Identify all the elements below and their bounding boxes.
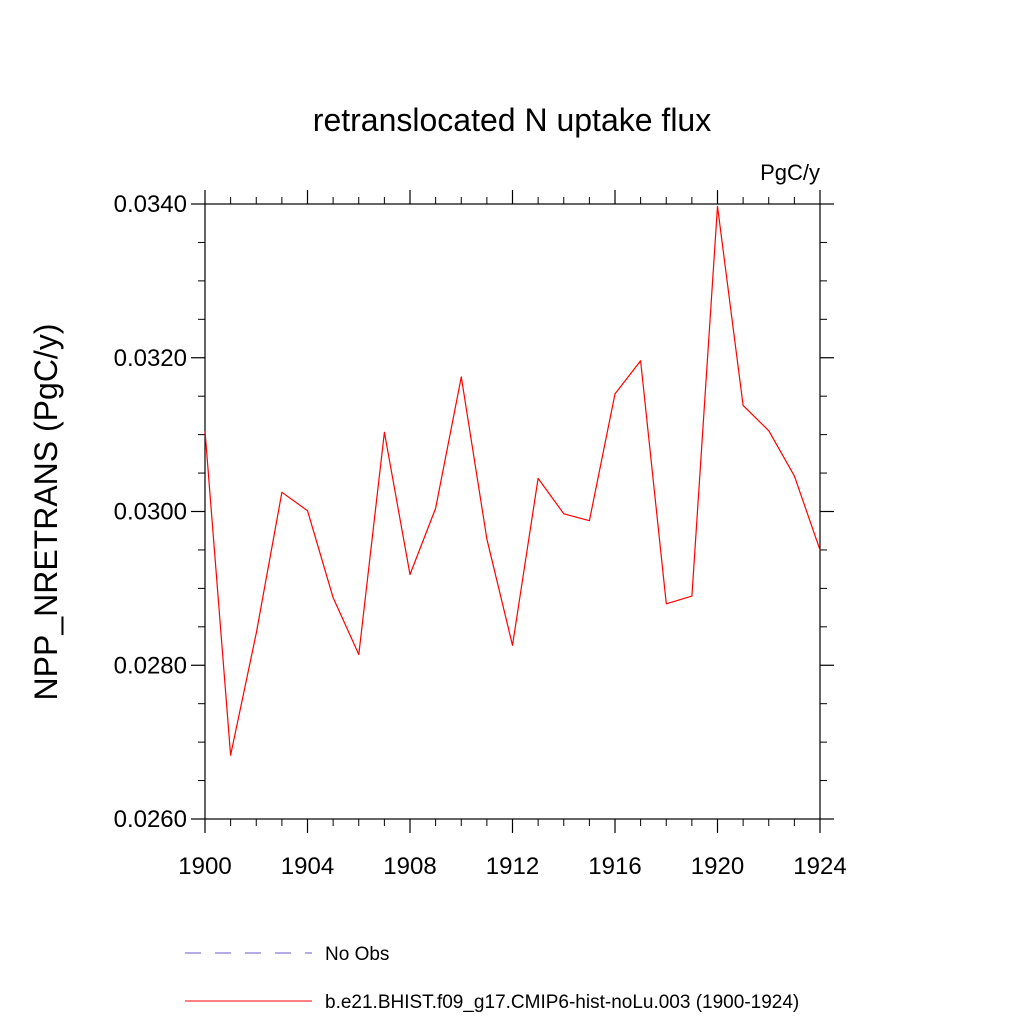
- tick-labels: 0.0260 0.0280 0.0300 0.0320 0.0340 1900 1904 19…: [114, 191, 847, 880]
- y-tick-label: 0.0260: [114, 806, 187, 833]
- x-tick-label: 1920: [691, 853, 744, 880]
- legend-label: b.e21.BHIST.f09_g17.CMIP6-hist-noLu.003 …: [325, 992, 799, 1013]
- y-tick-label: 0.0320: [114, 345, 187, 372]
- y-axis-label: NPP_NRETRANS (PgC/y): [28, 324, 64, 701]
- series-layer: [204, 205, 821, 756]
- x-tick-label: 1904: [281, 853, 334, 880]
- x-tick-label: 1908: [383, 853, 436, 880]
- legend: No Obs b.e21.BHIST.f09_g17.CMIP6-hist-noL…: [185, 944, 799, 1013]
- x-tick-label: 1916: [588, 853, 641, 880]
- chart-title: retranslocated N uptake flux: [313, 102, 711, 138]
- x-tick-label: 1924: [793, 853, 846, 880]
- y-tick-label: 0.0340: [114, 191, 187, 218]
- series-line: [204, 205, 821, 756]
- plot-frame: [204, 203, 821, 820]
- y-tick-label: 0.0300: [114, 499, 187, 526]
- x-tick-label: 1900: [178, 853, 231, 880]
- axis-ticks: [191, 190, 834, 833]
- x-tick-label: 1912: [486, 853, 539, 880]
- legend-label: No Obs: [325, 944, 389, 965]
- units-label: PgC/y: [760, 160, 820, 185]
- y-tick-label: 0.0280: [114, 652, 187, 679]
